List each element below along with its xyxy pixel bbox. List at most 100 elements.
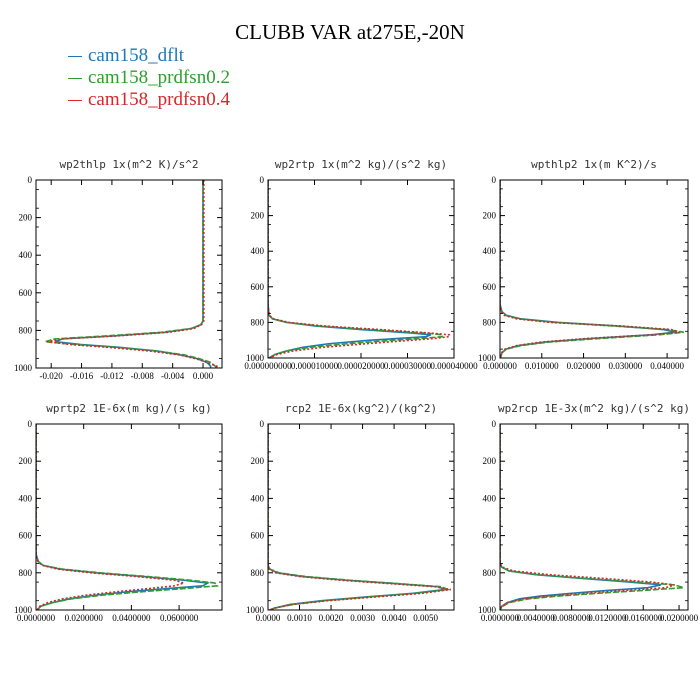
y-tick-label: 600 <box>483 531 497 541</box>
legend: cam158_dflt cam158_prdfsn0.2 cam158_prdf… <box>68 45 230 111</box>
y-tick-label: 200 <box>251 211 265 221</box>
figure-title: CLUBB VAR at275E,-20N <box>235 20 465 44</box>
panel-2: wp2rtp 1x(m^2 kg)/(s^2 kg) 0 200 400 600 800 1… <box>244 158 478 371</box>
series-line-2 <box>268 180 444 358</box>
x-tick-label: 0.020000 <box>567 361 601 371</box>
y-tick-label: 400 <box>251 493 265 503</box>
legend-label-prdfsn02: cam158_prdfsn0.2 <box>88 67 230 88</box>
y-tick-label: 800 <box>483 317 497 327</box>
x-tick-label: 0.0050 <box>413 613 438 623</box>
plot-frame <box>35 423 223 611</box>
x-tick-label: 0.0040 <box>382 613 407 623</box>
y-tick-label: 400 <box>251 246 265 256</box>
y-tick-label: 1000 <box>14 605 33 615</box>
y-tick-label: 200 <box>483 211 497 221</box>
y-tick-label: 200 <box>19 213 33 223</box>
panel-3: wpthlp2 1x(m K^2)/s 0 200 400 600 800 10000.00… <box>478 158 689 371</box>
x-tick-label: 0.0000 <box>256 613 281 623</box>
series-line-3 <box>36 424 187 610</box>
y-tick-label: 1000 <box>246 605 265 615</box>
y-tick-label: 400 <box>483 493 497 503</box>
x-tick-label: 0.000010000 <box>291 361 339 371</box>
x-tick-label: -0.016 <box>70 371 94 381</box>
x-tick-label: -0.008 <box>131 371 155 381</box>
y-tick-label: 0 <box>260 175 265 185</box>
y-tick-label: 0 <box>28 419 33 429</box>
x-tick-label: -0.020 <box>40 371 64 381</box>
series-line-1 <box>500 180 676 358</box>
x-tick-label: 0.000020000 <box>337 361 385 371</box>
y-tick-label: 1000 <box>478 605 497 615</box>
y-tick-label: 600 <box>483 282 497 292</box>
y-tick-label: 1000 <box>246 353 265 363</box>
plot-frame <box>35 179 223 369</box>
x-tick-label: 0.000040000 <box>430 361 478 371</box>
x-tick-label: 0.0030 <box>350 613 375 623</box>
series-line-1 <box>54 180 212 368</box>
legend-item-dflt: cam158_dflt <box>68 45 230 67</box>
panel-4: wprtp2 1E-6x(m kg)/(s kg) 0 200 400 600 800 10… <box>14 402 223 623</box>
panel-title: wprtp2 1E-6x(m kg)/(s kg) <box>46 402 212 415</box>
y-tick-label: 400 <box>19 493 33 503</box>
y-tick-label: 1000 <box>478 353 497 363</box>
x-tick-label: 0.000000000 <box>244 361 292 371</box>
x-tick-label: 0.0160000 <box>624 613 663 623</box>
panel-title: wpthlp2 1x(m K^2)/s <box>531 158 657 171</box>
series-line-3 <box>47 180 221 368</box>
y-tick-label: 800 <box>251 568 265 578</box>
panel-5: rcp2 1E-6x(kg^2)/(kg^2) 0 200 400 600 800 1000… <box>246 402 455 623</box>
y-tick-label: 600 <box>19 531 33 541</box>
series-line-2 <box>500 424 684 610</box>
x-tick-label: 0.010000 <box>525 361 559 371</box>
y-tick-label: 600 <box>251 282 265 292</box>
series-line-2 <box>36 424 219 610</box>
x-tick-label: -0.012 <box>100 371 123 381</box>
y-tick-label: 0 <box>260 419 265 429</box>
x-tick-label: -0.004 <box>161 371 185 381</box>
plot-frame <box>267 423 455 611</box>
y-tick-label: 200 <box>251 456 265 466</box>
series-line-3 <box>500 180 680 358</box>
legend-label-dflt: cam158_dflt <box>88 45 185 66</box>
x-tick-label: 0.0200000 <box>660 613 699 623</box>
x-tick-label: 0.0000000 <box>481 613 520 623</box>
panel-title: wp2thlp 1x(m^2 K)/s^2 <box>59 158 198 171</box>
x-tick-label: 0.0600000 <box>160 613 199 623</box>
x-tick-label: 0.000030000 <box>384 361 432 371</box>
plot-frame <box>499 423 689 611</box>
y-tick-label: 1000 <box>14 363 33 373</box>
x-tick-label: 0.0400000 <box>112 613 151 623</box>
series-line-3 <box>268 180 451 358</box>
y-tick-label: 400 <box>483 246 497 256</box>
legend-swatch-prdfsn04 <box>68 100 82 102</box>
y-tick-label: 800 <box>483 568 497 578</box>
y-tick-label: 600 <box>251 531 265 541</box>
series-line-2 <box>44 180 218 368</box>
panel-1: wp2thlp 1x(m^2 K)/s^2 0 200 400 600 800 1000 -0… <box>14 158 223 381</box>
x-tick-label: 0.0040000 <box>517 613 556 623</box>
x-tick-label: 0.000 <box>193 371 214 381</box>
series-line-3 <box>268 424 451 610</box>
x-tick-label: 0.0000000 <box>17 613 56 623</box>
y-tick-label: 600 <box>19 288 33 298</box>
y-tick-label: 800 <box>19 325 33 335</box>
y-tick-label: 0 <box>492 175 497 185</box>
x-tick-label: 0.0200000 <box>65 613 104 623</box>
legend-swatch-dflt <box>68 56 82 58</box>
series-line-2 <box>268 424 451 610</box>
legend-item-prdfsn04: cam158_prdfsn0.4 <box>68 89 230 111</box>
y-tick-label: 200 <box>19 456 33 466</box>
panel-title: wp2rtp 1x(m^2 kg)/(s^2 kg) <box>275 158 447 171</box>
panel-6: wp2rcp 1E-3x(m^2 kg)/(s^2 kg)0 200 400 600 8… <box>478 402 699 623</box>
y-tick-label: 0 <box>492 419 497 429</box>
x-tick-label: 0.000000 <box>483 361 517 371</box>
x-tick-label: 0.0120000 <box>588 613 627 623</box>
x-tick-label: 0.0010 <box>287 613 312 623</box>
y-tick-label: 800 <box>19 568 33 578</box>
panel-title: rcp2 1E-6x(kg^2)/(kg^2) <box>285 402 437 415</box>
x-tick-label: 0.0080000 <box>552 613 591 623</box>
x-tick-label: 0.030000 <box>608 361 642 371</box>
legend-label-prdfsn04: cam158_prdfsn0.4 <box>88 89 230 110</box>
x-tick-label: 0.040000 <box>650 361 684 371</box>
